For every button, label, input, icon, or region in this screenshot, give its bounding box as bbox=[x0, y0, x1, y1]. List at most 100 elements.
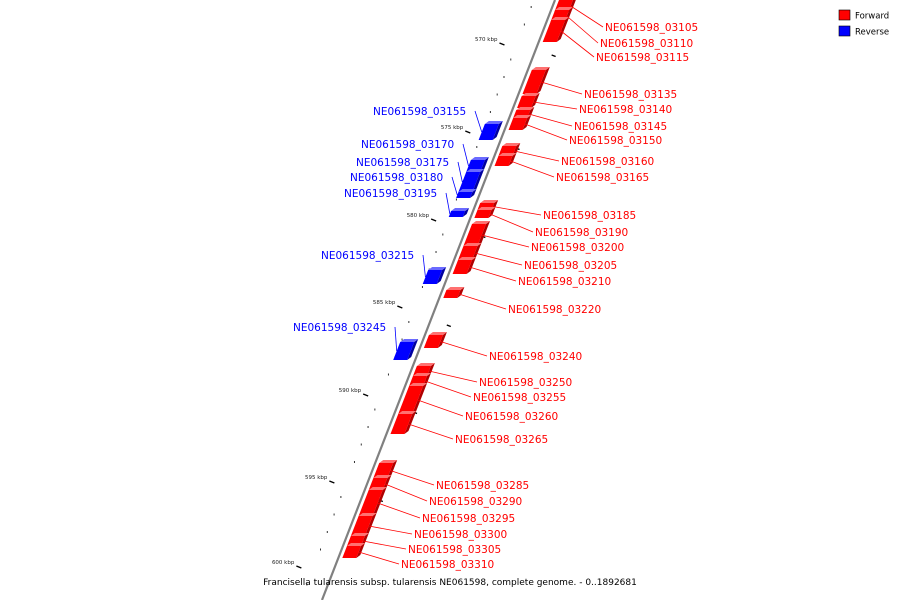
gene-label-NE061598_03170[interactable]: NE061598_03170 bbox=[361, 139, 454, 151]
gene-feature-NE061598_03295 bbox=[358, 487, 387, 516]
gene-body bbox=[474, 210, 492, 218]
gene-connector bbox=[458, 293, 507, 310]
gene-highlight bbox=[513, 115, 532, 118]
tick-mark-minor bbox=[306, 583, 308, 586]
gene-highlight bbox=[350, 533, 369, 536]
gene-feature-NE061598_03215 bbox=[422, 267, 447, 284]
gene-body bbox=[393, 342, 415, 360]
gene-label-NE061598_03140[interactable]: NE061598_03140 bbox=[579, 104, 672, 116]
map-caption: Francisella tularensis subsp. tularensis… bbox=[263, 578, 637, 588]
gene-connector bbox=[489, 213, 534, 233]
gene-connector bbox=[428, 370, 478, 383]
gene-shade bbox=[470, 189, 477, 198]
tick-mark-minor bbox=[326, 531, 328, 533]
gene-label-NE061598_03185[interactable]: NE061598_03185 bbox=[543, 210, 636, 222]
gene-shade bbox=[522, 115, 532, 130]
gene-label-NE061598_03135[interactable]: NE061598_03135 bbox=[584, 89, 677, 101]
gene-feature-NE061598_03195 bbox=[448, 208, 470, 217]
gene-highlight bbox=[484, 121, 503, 124]
gene-feature-NE061598_03245 bbox=[393, 339, 419, 360]
gene-shade bbox=[423, 373, 431, 386]
gene-connector bbox=[384, 483, 428, 502]
gene-label-NE061598_03300[interactable]: NE061598_03300 bbox=[414, 529, 507, 541]
tick-mark-major bbox=[465, 130, 471, 134]
gene-label-NE061598_03165[interactable]: NE061598_03165 bbox=[556, 172, 649, 184]
gene-feature-NE061598_03175 bbox=[458, 169, 485, 192]
tick-mark-minor bbox=[476, 146, 478, 148]
tick-mark-major bbox=[397, 305, 403, 309]
gene-highlight bbox=[516, 107, 535, 110]
gene-label-NE061598_03145[interactable]: NE061598_03145 bbox=[574, 121, 667, 133]
gene-shade bbox=[412, 383, 428, 414]
gene-highlight bbox=[466, 169, 485, 172]
gene-connector bbox=[469, 266, 517, 282]
gene-label-NE061598_03215[interactable]: NE061598_03215 bbox=[321, 250, 414, 262]
tick-label: 580 kbp bbox=[407, 213, 430, 219]
gene-highlight bbox=[502, 143, 521, 146]
gene-body bbox=[494, 156, 513, 166]
legend-swatch-forward bbox=[838, 9, 851, 21]
gene-connector bbox=[566, 15, 599, 44]
tick-mark-major bbox=[499, 42, 505, 46]
gene-connector bbox=[462, 143, 469, 167]
tick-mark-minor bbox=[319, 548, 321, 551]
gene-label-NE061598_03110[interactable]: NE061598_03110 bbox=[600, 38, 693, 50]
gene-feature-NE061598_03205 bbox=[458, 243, 482, 260]
tick-label: 585 kbp bbox=[373, 300, 396, 306]
gene-label-NE061598_03310[interactable]: NE061598_03310 bbox=[401, 559, 494, 571]
gene-connector bbox=[377, 502, 421, 519]
gene-shade bbox=[426, 363, 435, 376]
gene-label-NE061598_03150[interactable]: NE061598_03150 bbox=[569, 135, 662, 147]
gene-label-NE061598_03305[interactable]: NE061598_03305 bbox=[408, 544, 501, 556]
tick-mark-minor bbox=[421, 286, 423, 288]
gene-highlight bbox=[463, 243, 482, 246]
gene-label-NE061598_03175[interactable]: NE061598_03175 bbox=[356, 157, 449, 169]
gene-label-NE061598_03260[interactable]: NE061598_03260 bbox=[465, 411, 558, 423]
gene-label-NE061598_03195[interactable]: NE061598_03195 bbox=[344, 188, 437, 200]
gene-label-NE061598_03155[interactable]: NE061598_03155 bbox=[373, 106, 466, 118]
gene-label-NE061598_03245[interactable]: NE061598_03245 bbox=[293, 322, 386, 334]
tick-mark-right bbox=[446, 324, 452, 328]
gene-shade bbox=[387, 460, 398, 478]
gene-highlight bbox=[416, 363, 435, 366]
gene-feature-NE061598_03200 bbox=[463, 221, 491, 246]
gene-connector bbox=[492, 206, 542, 216]
tick-mark-minor bbox=[333, 513, 335, 516]
gene-label-NE061598_03190[interactable]: NE061598_03190 bbox=[535, 227, 628, 239]
tick-mark-minor bbox=[455, 198, 457, 201]
gene-label-NE061598_03200[interactable]: NE061598_03200 bbox=[531, 242, 624, 254]
tick-mark-minor bbox=[353, 461, 355, 463]
gene-label-NE061598_03210[interactable]: NE061598_03210 bbox=[518, 276, 611, 288]
gene-body bbox=[478, 124, 499, 140]
gene-label-NE061598_03290[interactable]: NE061598_03290 bbox=[429, 496, 522, 508]
gene-label-NE061598_03250[interactable]: NE061598_03250 bbox=[479, 377, 572, 389]
gene-body bbox=[452, 260, 473, 274]
gene-label-NE061598_03265[interactable]: NE061598_03265 bbox=[455, 434, 548, 446]
tick-mark-minor bbox=[530, 6, 532, 8]
tick-mark-minor bbox=[408, 321, 410, 323]
gene-highlight bbox=[358, 513, 377, 516]
gene-highlight bbox=[531, 67, 550, 70]
gene-label-NE061598_03285[interactable]: NE061598_03285 bbox=[436, 480, 529, 492]
gene-highlight bbox=[368, 487, 387, 490]
gene-highlight bbox=[346, 543, 365, 546]
gene-connector bbox=[394, 326, 398, 352]
gene-label-NE061598_03295[interactable]: NE061598_03295 bbox=[422, 513, 515, 525]
tick-mark-minor bbox=[503, 76, 505, 78]
gene-highlight bbox=[400, 339, 419, 342]
gene-label-NE061598_03160[interactable]: NE061598_03160 bbox=[561, 156, 654, 168]
gene-label-NE061598_03180[interactable]: NE061598_03180 bbox=[350, 172, 443, 184]
tick-mark-minor bbox=[489, 111, 491, 113]
gene-label-NE061598_03205[interactable]: NE061598_03205 bbox=[524, 260, 617, 272]
gene-label-NE061598_03240[interactable]: NE061598_03240 bbox=[489, 351, 582, 363]
gene-body bbox=[398, 386, 424, 414]
gene-label-NE061598_03105[interactable]: NE061598_03105 bbox=[605, 22, 698, 34]
gene-shade bbox=[536, 67, 550, 94]
gene-highlight bbox=[555, 7, 574, 10]
gene-label-NE061598_03115[interactable]: NE061598_03115 bbox=[596, 52, 689, 64]
gene-label-NE061598_03220[interactable]: NE061598_03220 bbox=[508, 304, 601, 316]
gene-highlight bbox=[551, 17, 570, 20]
tick-mark-minor bbox=[442, 233, 444, 236]
gene-highlight bbox=[398, 411, 417, 414]
gene-label-NE061598_03255[interactable]: NE061598_03255 bbox=[473, 392, 566, 404]
